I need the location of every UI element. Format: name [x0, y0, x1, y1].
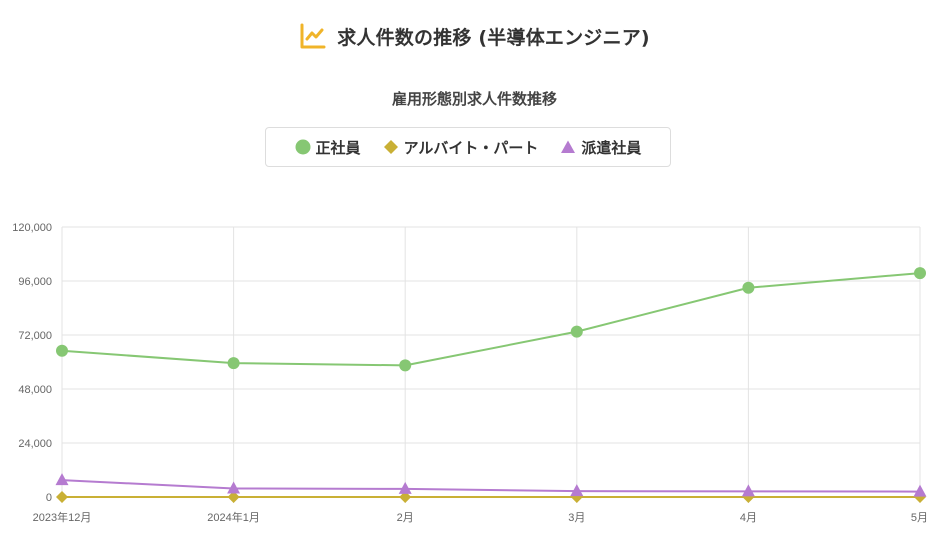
triangle-marker-icon — [561, 140, 576, 153]
diamond-marker-icon — [383, 140, 398, 154]
data-point — [56, 491, 68, 503]
legend-item-arubaito[interactable]: アルバイト・パート — [383, 137, 539, 158]
page-title: 求人件数の推移 (半導体エンジニア) — [337, 26, 650, 49]
data-point — [56, 344, 68, 357]
data-point — [399, 491, 412, 503]
line-chart-icon — [300, 23, 326, 49]
data-point — [227, 491, 240, 503]
legend-label: アルバイト・パート — [403, 138, 539, 157]
data-point — [914, 267, 926, 280]
x-tick-label: 2024年1月 — [207, 510, 260, 524]
circle-marker-icon — [295, 139, 311, 155]
x-tick-label: 5月 — [911, 512, 928, 524]
legend-label: 正社員 — [315, 138, 361, 157]
x-tick-label: 2月 — [397, 512, 414, 524]
x-tick-label: 3月 — [568, 512, 585, 524]
legend-label: 派遣社員 — [581, 138, 642, 157]
chart-legend: 正社員 アルバイト・パート 派遣社員 — [265, 127, 671, 167]
legend-item-seishain[interactable]: 正社員 — [295, 137, 361, 158]
data-point — [227, 481, 241, 494]
y-tick-label: 48,000 — [18, 384, 52, 396]
x-tick-label: 2023年12月 — [33, 510, 92, 524]
data-point — [398, 481, 412, 494]
legend-item-haken[interactable]: 派遣社員 — [560, 137, 641, 158]
chart-subtitle: 雇用形態別求人件数推移 — [391, 90, 557, 108]
data-point — [741, 484, 755, 497]
data-point — [55, 473, 69, 486]
data-point — [227, 357, 240, 370]
data-point — [742, 281, 755, 294]
series-line-3 — [61, 479, 921, 493]
series-line-1 — [61, 272, 921, 367]
data-point — [570, 325, 583, 338]
x-tick-label: 4月 — [740, 512, 757, 524]
chart-header: 求人件数の推移 (半導体エンジニア) — [0, 22, 949, 50]
y-tick-label: 96,000 — [18, 276, 52, 288]
data-point — [570, 484, 584, 497]
y-tick-label: 72,000 — [18, 330, 52, 342]
data-point — [913, 484, 927, 497]
y-tick-label: 120,000 — [12, 222, 52, 234]
y-tick-label: 0 — [46, 492, 52, 504]
data-point — [399, 359, 412, 372]
y-tick-label: 24,000 — [18, 438, 52, 450]
